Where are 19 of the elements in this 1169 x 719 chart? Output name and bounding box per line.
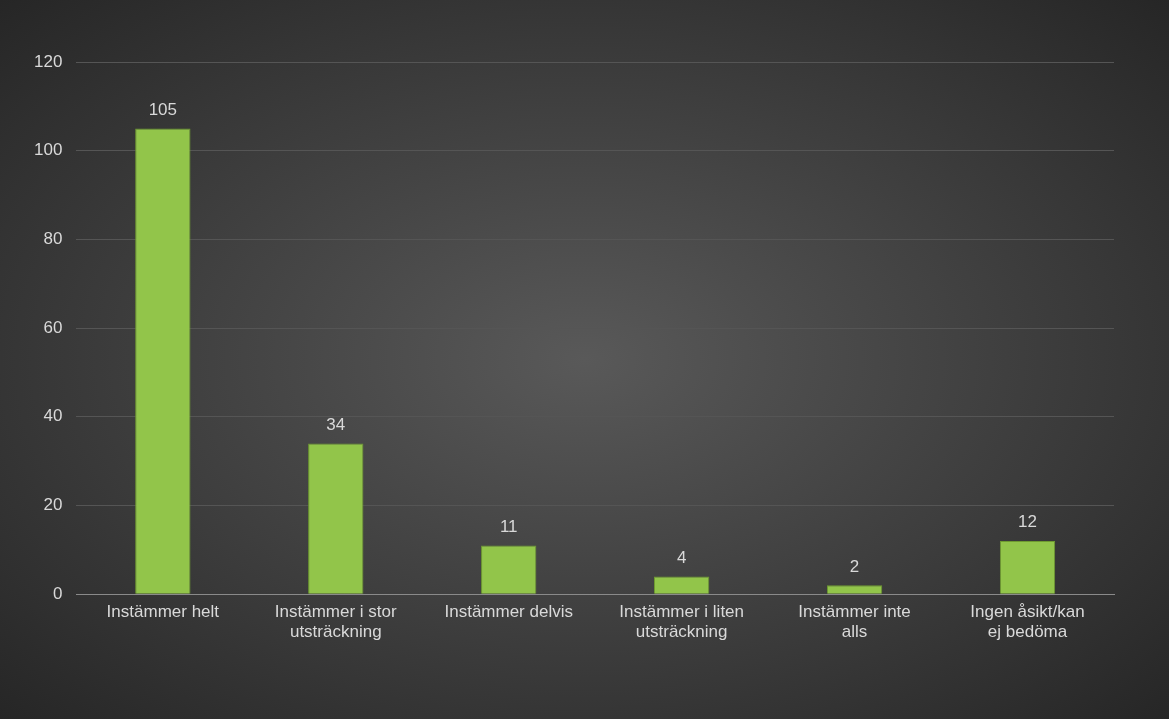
x-tick-label: Instämmer helt: [106, 602, 220, 622]
x-tick-label: Instämmer i liten utsträckning: [619, 602, 744, 642]
y-tick-label: 80: [43, 229, 63, 249]
data-label: 12: [1018, 512, 1037, 532]
data-label: 4: [676, 547, 687, 567]
y-tick-label: 20: [43, 495, 63, 515]
y-tick-label: 120: [33, 51, 63, 71]
data-label: 34: [326, 414, 346, 434]
x-tick-label: Ingen åsikt/kan ej bedöma: [970, 602, 1085, 642]
x-tick-label: Instämmer delvis: [444, 602, 573, 622]
y-tick-label: 60: [43, 317, 63, 337]
x-tick-label: Instämmer inte alls: [798, 602, 911, 642]
x-tick-label: Instämmer i stor utsträckning: [274, 602, 398, 642]
data-label: 105: [148, 99, 178, 119]
data-label: 2: [849, 556, 860, 576]
y-tick-label: 0: [52, 583, 63, 603]
y-tick-label: 40: [43, 406, 63, 426]
data-label: 11: [499, 516, 518, 536]
y-tick-label: 100: [33, 140, 63, 160]
